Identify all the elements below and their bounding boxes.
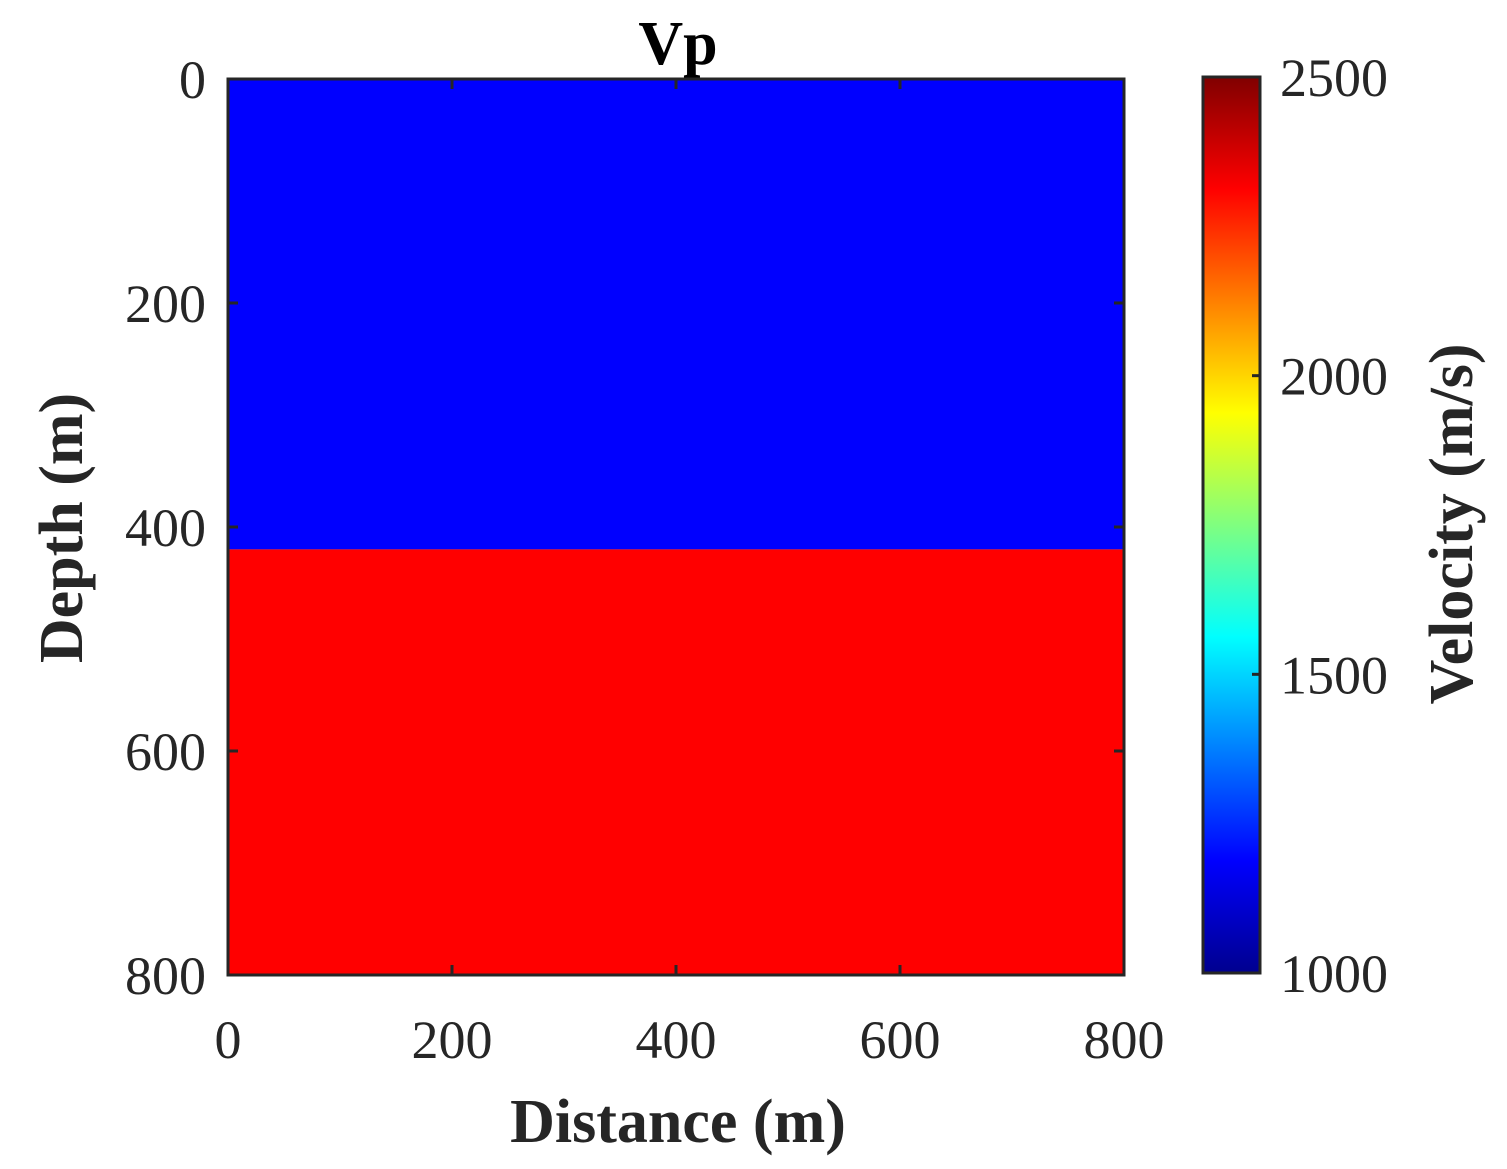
velocity-layer-1 [228, 79, 1124, 550]
velocity-layer-2 [228, 549, 1124, 975]
colorbar-tick-label: 2500 [1280, 48, 1388, 108]
colorbar-tick-label: 1000 [1280, 944, 1388, 1004]
colorbar-tick-label: 1500 [1280, 645, 1388, 705]
x-tick-label: 0 [215, 1010, 242, 1070]
y-tick-label: 400 [125, 498, 206, 558]
x-tick-label: 400 [636, 1010, 717, 1070]
y-tick-label: 0 [179, 50, 206, 110]
y-axis-title: Depth (m) [28, 393, 96, 663]
colorbar-tick-label: 2000 [1280, 347, 1388, 407]
y-tick-label: 200 [125, 274, 206, 334]
colorbar-title: Velocity (m/s) [1418, 343, 1486, 704]
x-tick-labels: 0 200 400 600 800 [215, 1010, 1165, 1070]
x-tick-label: 800 [1084, 1010, 1165, 1070]
y-tick-label: 600 [125, 722, 206, 782]
y-tick-label: 800 [125, 946, 206, 1006]
y-tick-labels: 0 200 400 600 800 [125, 50, 206, 1006]
x-tick-label: 200 [412, 1010, 493, 1070]
x-axis-title: Distance (m) [510, 1088, 846, 1156]
axis-ticks [226, 77, 1126, 977]
colorbar [1201, 75, 1262, 975]
x-tick-label: 600 [860, 1010, 941, 1070]
velocity-layers [228, 79, 1124, 975]
colorbar-tick-labels: 1000 1500 2000 2500 [1280, 48, 1388, 1004]
colorbar-ticks [1252, 75, 1260, 975]
chart-title: Vp [638, 10, 717, 78]
